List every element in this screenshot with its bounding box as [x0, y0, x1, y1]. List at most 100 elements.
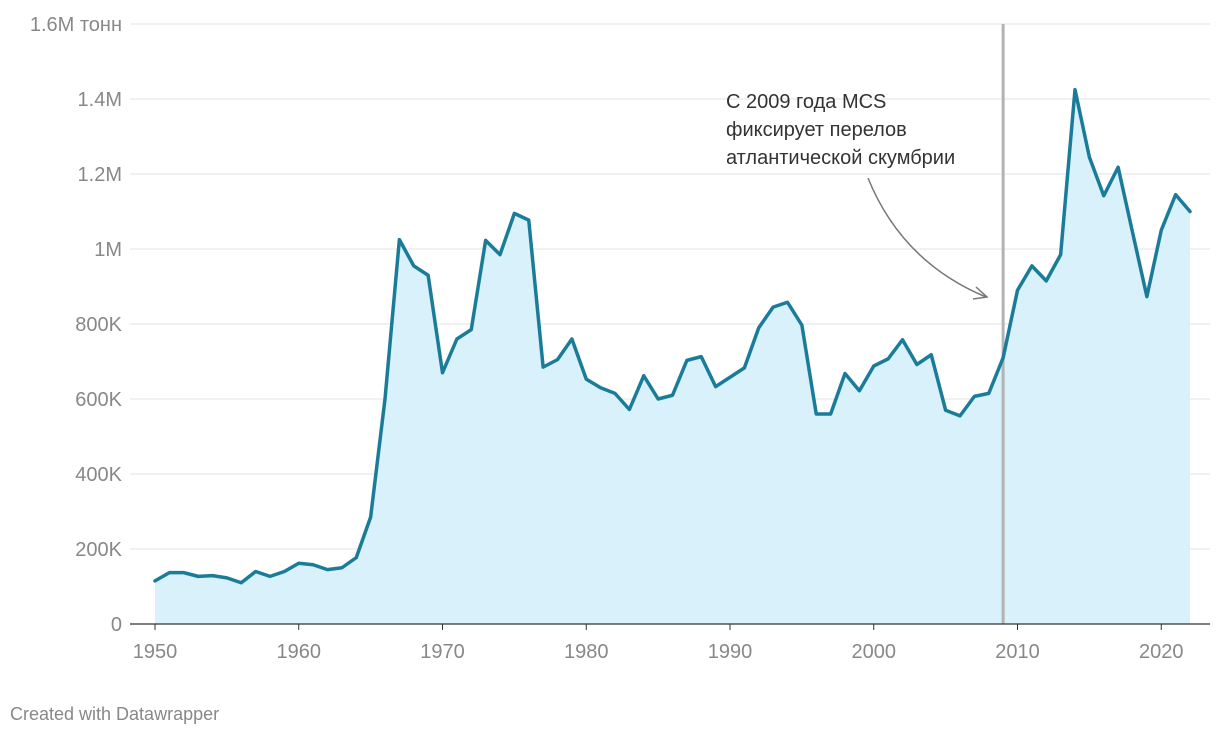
annotation-line-3: атлантической скумбрии: [726, 147, 955, 169]
data-point-1960: [297, 561, 301, 565]
data-point-1952: [182, 571, 186, 575]
data-point-2019: [1145, 295, 1149, 299]
data-point-1984: [642, 374, 646, 378]
data-point-1955: [225, 576, 229, 580]
data-point-1977: [541, 365, 545, 369]
annotation-arrow: [867, 177, 987, 298]
x-tick-label: 1960: [277, 641, 322, 663]
data-point-1981: [599, 386, 603, 390]
data-point-2011: [1030, 264, 1034, 268]
y-tick-label: 1.4M: [78, 89, 122, 111]
data-point-1958: [268, 574, 272, 578]
data-point-1972: [469, 328, 473, 332]
y-tick-label: 1M: [94, 239, 122, 261]
x-tick-label: 1950: [133, 641, 178, 663]
data-point-1992: [757, 326, 761, 330]
data-point-1966: [383, 397, 387, 401]
y-axis-labels: 0 200K 400K 600K 800K 1M 1.2M 1.4M 1.6M тонн: [30, 14, 123, 636]
data-point-1999: [857, 389, 861, 393]
series-line: [153, 87, 1192, 585]
data-point-1980: [584, 377, 588, 381]
data-point-2015: [1087, 155, 1091, 159]
data-point-2022: [1188, 210, 1192, 214]
data-point-1971: [455, 337, 459, 341]
data-point-2016: [1102, 194, 1106, 198]
data-point-1953: [196, 574, 200, 578]
data-point-2002: [901, 338, 905, 342]
data-point-2001: [886, 357, 890, 361]
y-tick-label: 400K: [75, 464, 122, 486]
data-point-1986: [671, 393, 675, 397]
data-point-2008: [987, 391, 991, 395]
data-point-1995: [800, 323, 804, 327]
data-point-1954: [211, 574, 215, 578]
data-point-1970: [441, 371, 445, 375]
y-tick-label: 1.2M: [78, 164, 122, 186]
data-point-1962: [326, 568, 330, 572]
data-point-1989: [714, 385, 718, 389]
data-point-2010: [1016, 288, 1020, 292]
data-point-2013: [1059, 253, 1063, 257]
data-point-2000: [872, 364, 876, 368]
area-fill: [155, 89, 1190, 624]
data-point-1996: [814, 412, 818, 416]
data-point-1976: [527, 218, 531, 222]
data-point-1963: [340, 566, 344, 570]
data-point-2003: [915, 363, 919, 367]
data-point-1974: [498, 253, 502, 257]
y-tick-label: 200K: [75, 539, 122, 561]
data-point-1965: [369, 515, 373, 519]
data-point-1969: [426, 273, 430, 277]
y-tick-label: 600K: [75, 389, 122, 411]
data-point-1950: [153, 579, 157, 583]
data-point-1987: [685, 358, 689, 362]
data-point-1998: [843, 372, 847, 376]
data-point-1990: [728, 375, 732, 379]
data-point-2005: [944, 408, 948, 412]
x-tick-label: 2010: [995, 641, 1040, 663]
x-tick-label: 2000: [852, 641, 897, 663]
data-point-1994: [786, 300, 790, 304]
data-point-1983: [627, 408, 631, 412]
data-point-1978: [556, 358, 560, 362]
x-tick-label: 1980: [564, 641, 609, 663]
data-point-1957: [254, 570, 258, 574]
data-point-2006: [958, 414, 962, 418]
data-point-1985: [656, 397, 660, 401]
data-point-2014: [1073, 88, 1077, 92]
y-tick-label: 800K: [75, 314, 122, 336]
data-point-2004: [929, 353, 933, 357]
data-point-1956: [239, 581, 243, 585]
credit-text: Created with Datawrapper: [10, 704, 220, 724]
x-tick-label: 1970: [420, 641, 465, 663]
data-point-1993: [771, 305, 775, 309]
data-point-1975: [512, 211, 516, 215]
x-axis-labels: 1950 1960 1970 1980 1990 2000 2010 2020: [133, 624, 1184, 663]
data-point-1997: [829, 412, 833, 416]
data-point-1951: [167, 571, 171, 575]
data-point-2007: [972, 394, 976, 398]
data-point-1959: [282, 570, 286, 574]
data-point-1982: [613, 391, 617, 395]
data-point-2017: [1116, 165, 1120, 169]
data-point-1964: [354, 556, 358, 560]
data-point-2020: [1159, 228, 1163, 232]
y-tick-label: 0: [111, 614, 122, 636]
x-tick-label: 2020: [1139, 641, 1184, 663]
data-point-1968: [412, 264, 416, 268]
annotation-arrowhead: [972, 286, 989, 300]
x-tick-label: 1990: [708, 641, 753, 663]
data-point-1979: [570, 337, 574, 341]
data-point-1973: [484, 238, 488, 242]
data-point-2021: [1174, 193, 1178, 197]
data-point-1967: [397, 238, 401, 242]
annotation-line-1: С 2009 года MCS: [726, 91, 886, 113]
data-point-1988: [699, 355, 703, 359]
y-tick-label: 1.6M тонн: [30, 14, 122, 36]
data-point-1961: [311, 563, 315, 567]
data-point-2012: [1044, 279, 1048, 283]
data-point-2009: [1001, 356, 1005, 360]
annotation-line-2: фиксирует перелов: [726, 119, 907, 141]
data-point-2018: [1131, 230, 1135, 234]
